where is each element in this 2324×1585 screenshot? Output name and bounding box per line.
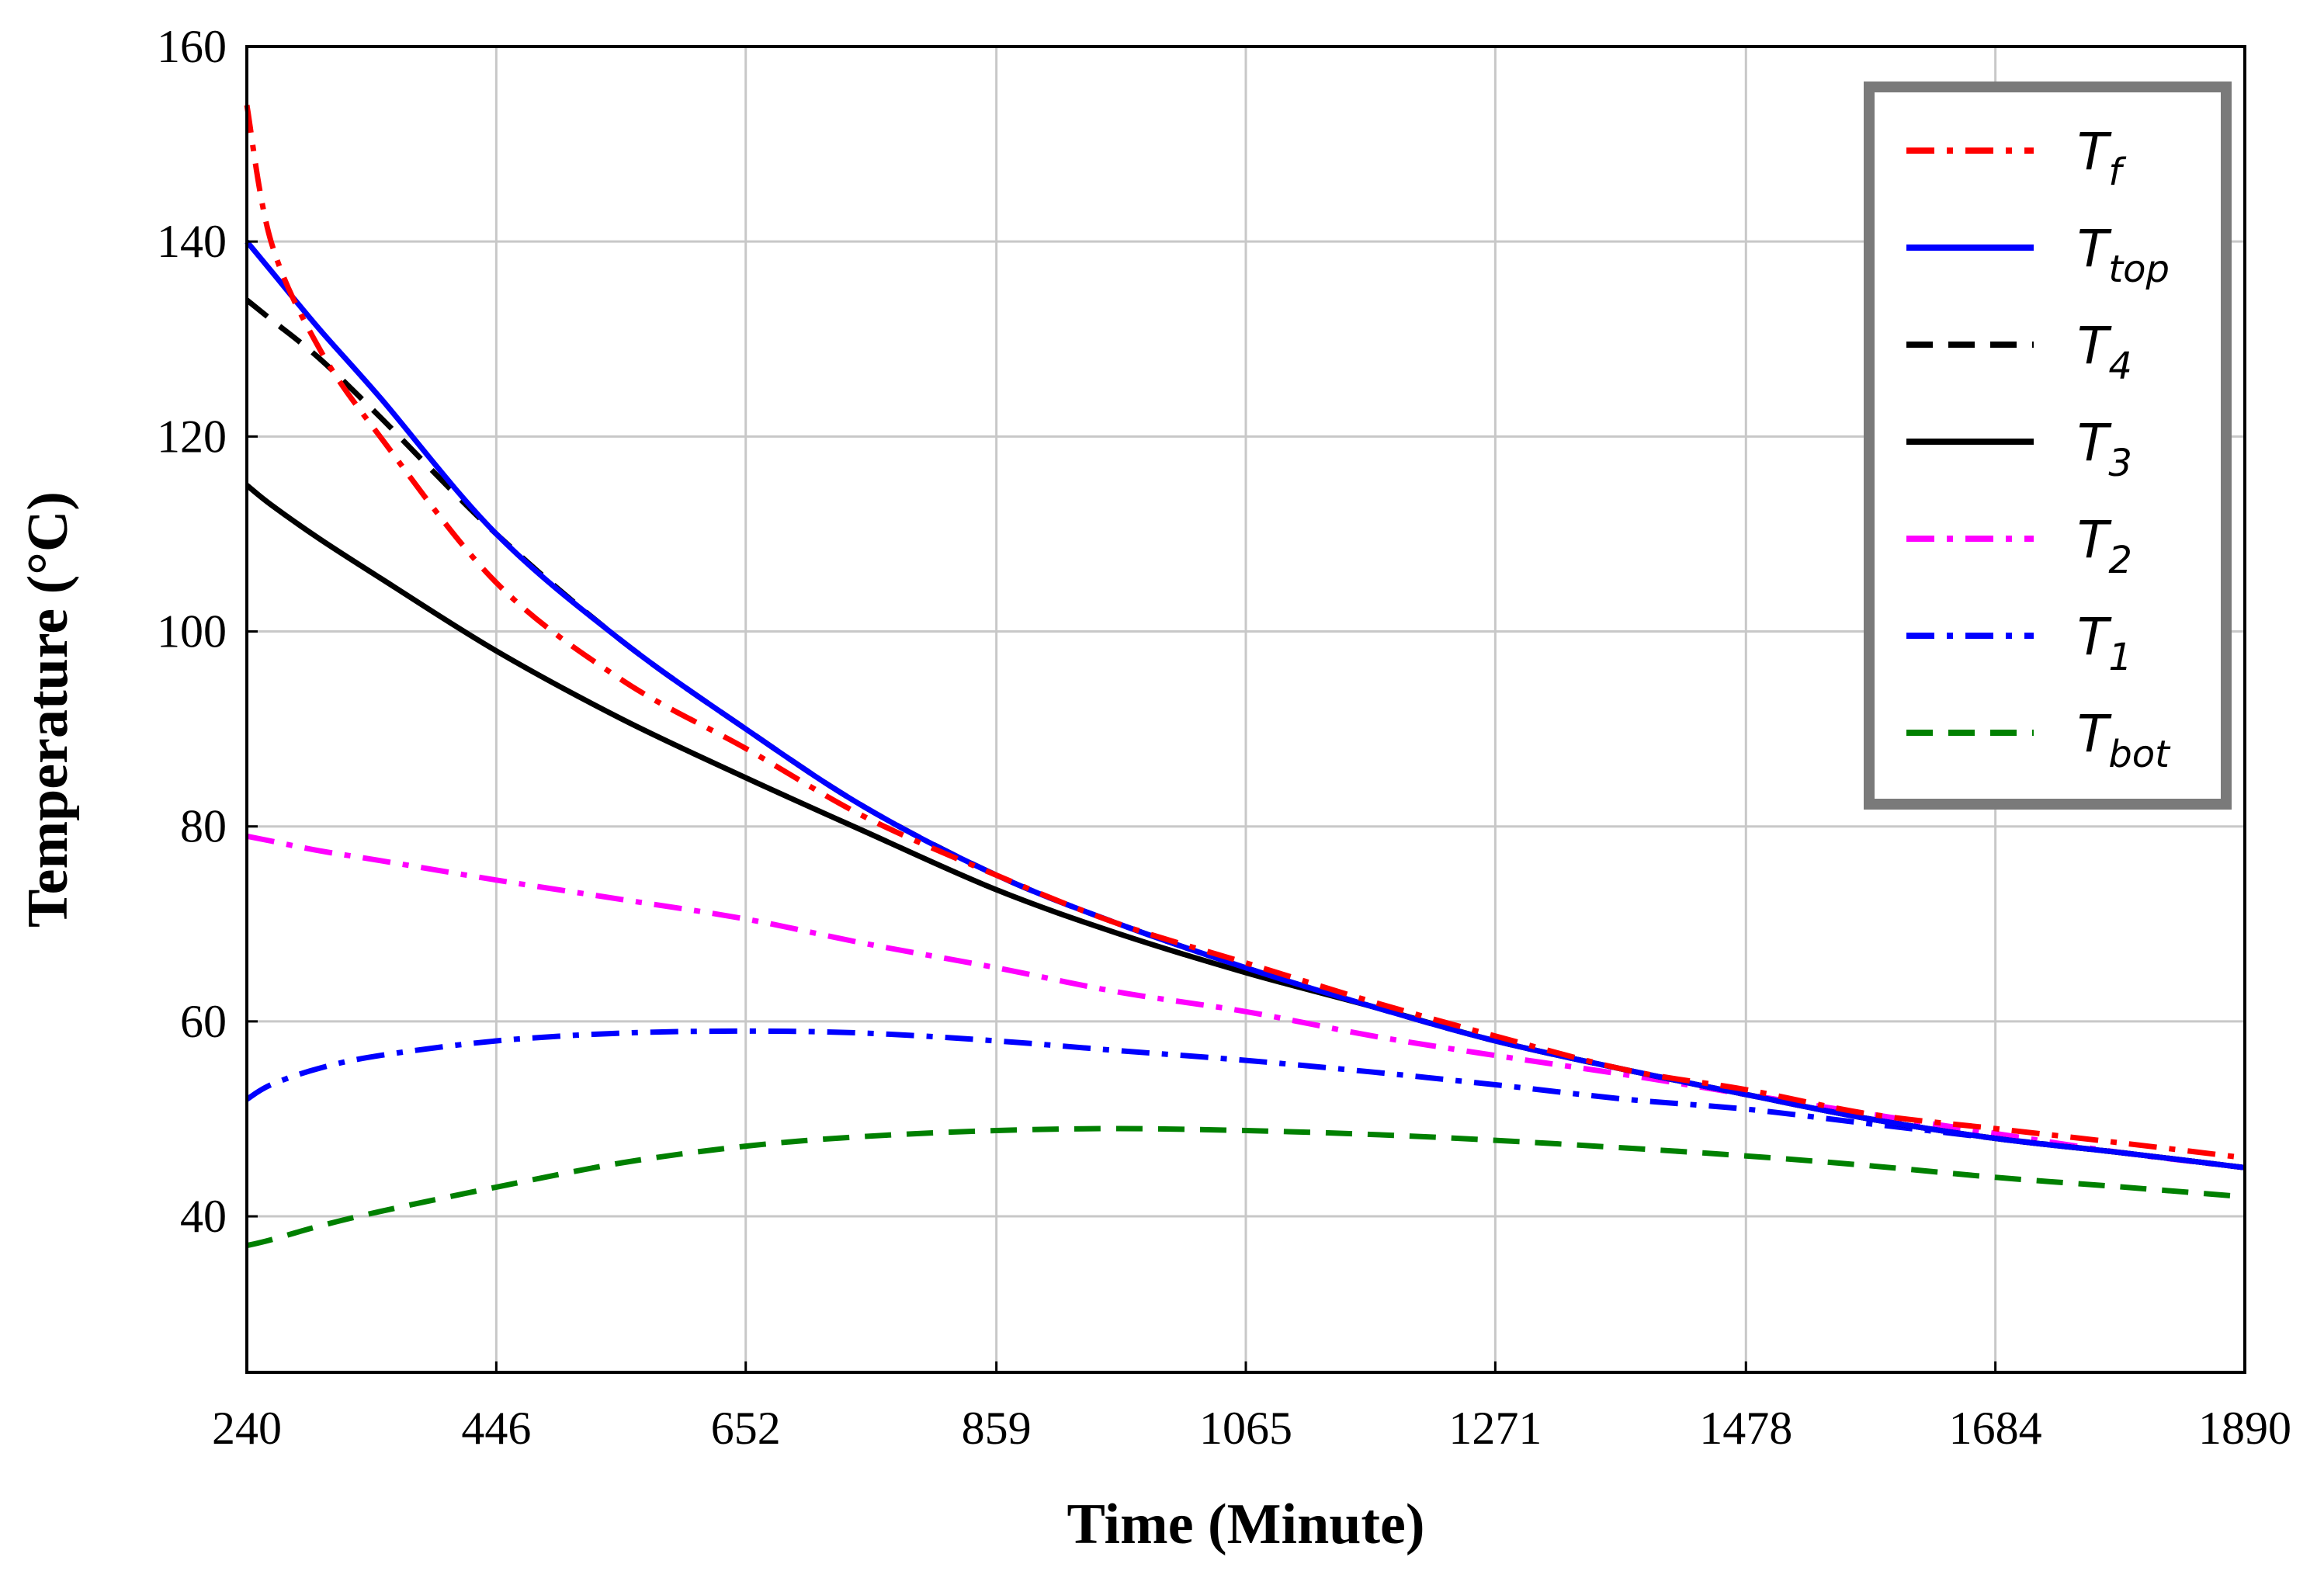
legend-label: T2 xyxy=(2077,510,2132,582)
legend-label: Ttop xyxy=(2077,219,2170,291)
x-tick-label: 1065 xyxy=(1199,1403,1292,1454)
y-axis-label: Temperature (°C) xyxy=(16,491,80,928)
series-line-t-top xyxy=(245,239,2246,1171)
y-tick-label: 60 xyxy=(180,996,227,1047)
x-tick-label: 1478 xyxy=(1699,1403,1792,1454)
y-tick-label: 140 xyxy=(157,216,227,267)
series-lines xyxy=(244,104,2246,1249)
legend-label: T4 xyxy=(2077,316,2132,388)
legend-box xyxy=(1864,82,2232,810)
y-tick-label: 120 xyxy=(157,411,227,462)
legend-label: T1 xyxy=(2077,607,2132,679)
x-tick-label: 1890 xyxy=(2198,1403,2291,1454)
x-tick-label: 859 xyxy=(962,1403,1032,1454)
legend-label: Tbot xyxy=(2077,704,2171,776)
series-line-t-bot xyxy=(246,1125,2246,1249)
legend-label: T3 xyxy=(2077,413,2132,485)
axis-ticks: 240 446 652 859 1065 1271 1478 1684 1890 40 60 80 10… xyxy=(157,21,2291,1454)
series-line-t-f xyxy=(244,104,2246,1161)
y-tick-label: 100 xyxy=(157,606,227,657)
y-tick-label: 40 xyxy=(180,1191,227,1242)
y-tick-label: 80 xyxy=(180,801,227,852)
x-tick-label: 446 xyxy=(461,1403,531,1454)
y-tick-label: 160 xyxy=(157,21,227,72)
x-tick-label: 1684 xyxy=(1949,1403,2042,1454)
x-axis-label: Time (Minute) xyxy=(1067,1493,1424,1556)
x-tick-label: 1271 xyxy=(1448,1403,1542,1454)
x-tick-label: 652 xyxy=(711,1403,781,1454)
x-tick-label: 240 xyxy=(212,1403,282,1454)
